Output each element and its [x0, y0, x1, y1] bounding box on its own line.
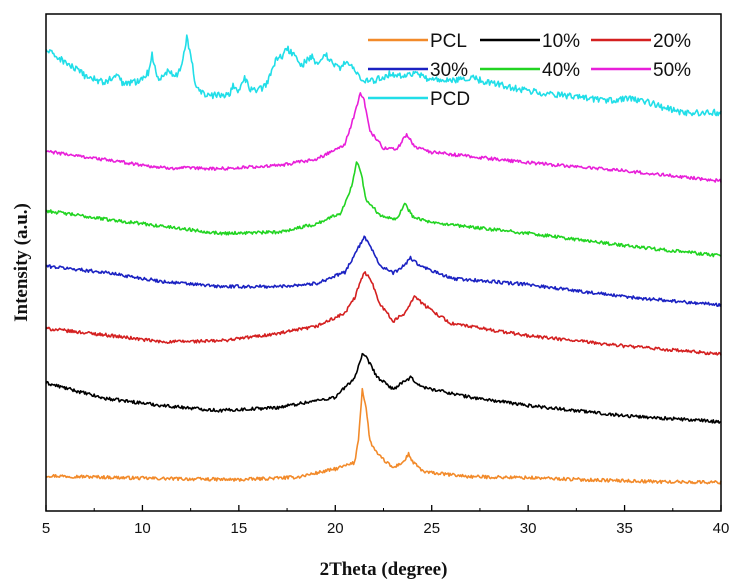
series-line-pcl	[45, 387, 722, 485]
legend-label: 30%	[430, 60, 468, 81]
series-line-pcd	[45, 34, 722, 117]
x-tick-label: 25	[423, 520, 440, 537]
y-axis-title: Intensity (a.u.)	[11, 203, 32, 322]
series-line-20pct	[45, 271, 722, 356]
legend-label: 50%	[653, 60, 691, 81]
x-tick-label: 10	[134, 520, 151, 537]
x-axis-title: 2Theta (degree)	[320, 559, 448, 580]
x-tick-label: 20	[327, 520, 344, 537]
legend-label: PCL	[430, 31, 467, 52]
x-tick-label: 35	[616, 520, 633, 537]
x-axis-ticks: 5 10 15 20 25 30 35 40	[42, 505, 730, 537]
legend: PCL 10% 20% 30% 40% 50% PCD	[368, 31, 691, 110]
series-line-40pct	[45, 161, 722, 258]
x-tick-label: 40	[713, 520, 730, 537]
series-layer	[45, 34, 722, 485]
x-tick-label: 15	[231, 520, 248, 537]
legend-label: 10%	[542, 31, 580, 52]
series-line-10pct	[45, 352, 722, 424]
series-line-30pct	[45, 235, 722, 307]
x-tick-label: 30	[520, 520, 537, 537]
plot-frame	[45, 13, 722, 512]
legend-label: 20%	[653, 31, 691, 52]
series-line-50pct	[45, 92, 722, 183]
x-tick-label: 5	[42, 520, 50, 537]
legend-label: PCD	[430, 89, 470, 110]
legend-label: 40%	[542, 60, 580, 81]
